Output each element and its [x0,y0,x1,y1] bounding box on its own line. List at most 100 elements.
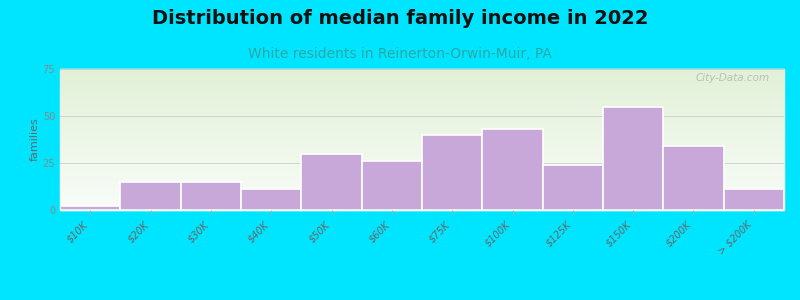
Bar [60,85,784,86]
Bar [60,102,784,103]
Bar [60,120,784,121]
Bar [60,168,784,169]
Bar [60,126,784,127]
Bar [60,190,784,191]
Bar [60,154,784,155]
Bar [60,88,784,89]
Bar [60,129,784,130]
Bar [60,144,784,145]
Bar [60,130,784,131]
Bar [60,81,784,82]
Bar [60,98,784,99]
Bar [241,189,302,210]
Bar [60,114,784,115]
Bar [60,79,784,80]
Bar [60,147,784,148]
Bar [60,160,784,161]
Bar [60,72,784,73]
Bar [60,162,784,163]
Bar [60,86,784,87]
Bar [60,180,784,181]
Bar [60,118,784,119]
Bar [60,131,784,132]
Bar [60,154,784,155]
Bar [60,201,784,202]
Bar [60,69,784,70]
Bar [60,103,784,104]
Bar [60,198,784,199]
Bar [60,82,784,83]
Bar [60,137,784,138]
Bar [60,99,784,100]
Bar [60,199,784,200]
Bar [60,156,784,157]
Bar [60,177,784,178]
Bar [60,187,784,188]
Bar [60,209,784,210]
Bar [663,146,724,210]
Bar [60,78,784,79]
Bar [422,135,482,210]
Y-axis label: families: families [30,118,40,161]
Bar [60,128,784,129]
Bar [60,204,784,205]
Bar [60,141,784,142]
Text: Distribution of median family income in 2022: Distribution of median family income in … [152,9,648,28]
Bar [60,108,784,109]
Bar [60,195,784,196]
Bar [60,122,784,123]
Bar [60,158,784,159]
Bar [60,191,784,192]
Bar [60,142,784,143]
Bar [60,124,784,125]
Bar [60,175,784,176]
Bar [60,111,784,112]
Bar [482,129,542,210]
Bar [60,188,784,189]
Bar [60,80,784,81]
Bar [60,100,784,101]
Bar [60,193,784,194]
Bar [60,117,784,118]
Bar [60,207,784,208]
Bar [60,90,784,91]
Bar [60,202,784,203]
Bar [60,206,120,210]
Bar [60,70,784,71]
Bar [362,161,422,210]
Bar [60,163,784,164]
Bar [60,200,784,201]
Bar [60,151,784,152]
Bar [60,77,784,78]
Bar [60,106,784,107]
Bar [60,112,784,113]
Bar [60,89,784,90]
Bar [60,183,784,184]
Bar [60,136,784,137]
Bar [60,75,784,76]
Bar [60,92,784,93]
Bar [60,150,784,151]
Bar [60,127,784,128]
Bar [60,173,784,174]
Bar [60,164,784,165]
Bar [60,171,784,172]
Bar [60,91,784,92]
Bar [60,84,784,85]
Bar [60,169,784,170]
Text: City-Data.com: City-Data.com [695,73,770,83]
Bar [60,97,784,98]
Bar [60,76,784,77]
Bar [60,123,784,124]
Bar [60,179,784,180]
Bar [60,169,784,170]
Bar [60,153,784,154]
Bar [60,166,784,167]
Bar [60,140,784,141]
Bar [60,119,784,120]
Bar [60,93,784,94]
Bar [60,87,784,88]
Bar [60,101,784,102]
Bar [60,145,784,146]
Bar [60,165,784,166]
